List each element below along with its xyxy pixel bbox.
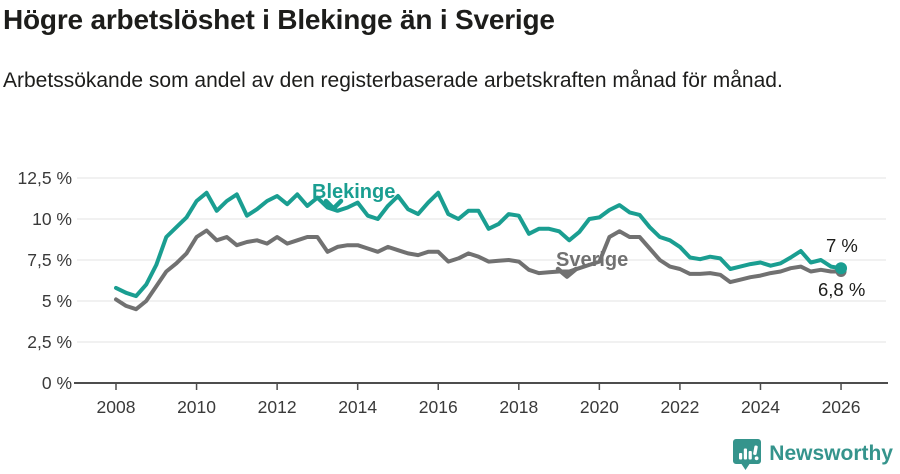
x-axis-label: 2020 — [580, 397, 619, 417]
x-axis-label: 2024 — [741, 397, 780, 417]
blekinge-end-label: 7 % — [826, 235, 858, 256]
chart-title: Högre arbetslöshet i Blekinge än i Sveri… — [3, 4, 555, 35]
y-axis-label: 12,5 % — [18, 168, 72, 188]
x-axis-label: 2012 — [258, 397, 297, 417]
y-axis-label: 0 % — [42, 373, 72, 393]
x-axis-label: 2022 — [660, 397, 699, 417]
newsworthy-logo-icon — [733, 438, 762, 470]
blekinge-pointer-chevron-icon — [323, 198, 344, 211]
y-axis-label: 7,5 % — [27, 250, 72, 270]
x-axis-label: 2018 — [499, 397, 538, 417]
sverige-series-label: Sverige — [556, 249, 628, 271]
y-axis-label: 5 % — [42, 291, 72, 311]
blekinge-line — [114, 190, 843, 299]
chart-subtitle: Arbetssökande som andel av den registerb… — [3, 69, 783, 92]
brand-footer: Newsworthy — [733, 437, 893, 471]
blekinge-series-label: Blekinge — [312, 181, 395, 203]
x-axis-label: 2016 — [419, 397, 458, 417]
x-axis-label: 2010 — [177, 397, 216, 417]
y-axis-label: 2,5 % — [27, 332, 72, 352]
x-axis-label: 2014 — [338, 397, 377, 417]
unemployment-line-chart: 0 % 2,5 % 5 % 7,5 % 10 % 12,5 % 2008 2010 2012 20… — [18, 168, 888, 417]
y-axis-label: 10 % — [32, 209, 72, 229]
sverige-end-label: 6,8 % — [818, 279, 865, 300]
x-axis-label: 2026 — [822, 397, 861, 417]
blekinge-end-dot — [835, 262, 848, 275]
brand-name: Newsworthy — [769, 442, 893, 465]
sverige-line — [114, 228, 843, 312]
sverige-pointer-chevron-icon — [555, 266, 579, 279]
x-axis-label: 2008 — [97, 397, 136, 417]
